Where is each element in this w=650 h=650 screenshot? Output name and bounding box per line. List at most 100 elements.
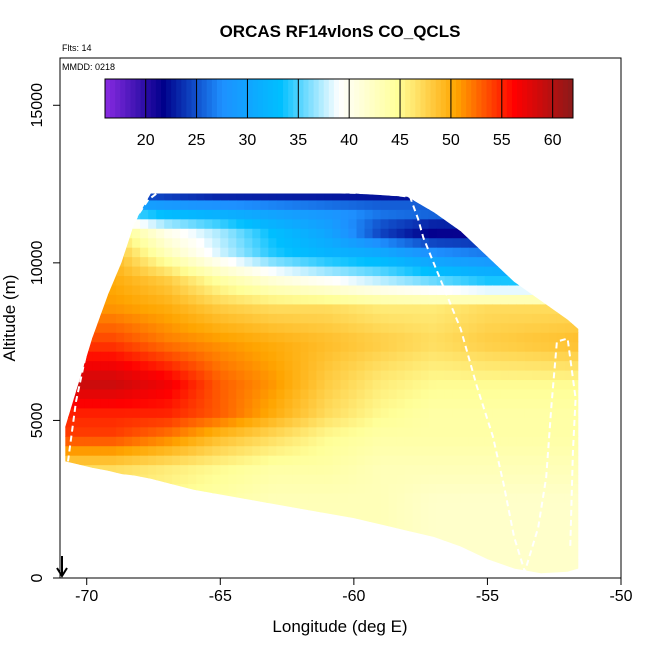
field-cell — [228, 209, 237, 220]
colorbar-swatch — [506, 79, 513, 118]
field-cell — [212, 521, 221, 532]
field-cell — [260, 228, 269, 239]
field-cell — [92, 341, 101, 352]
field-cell — [396, 521, 406, 532]
field-cell — [284, 540, 294, 551]
field-cell — [164, 284, 173, 295]
field-cell — [556, 360, 566, 371]
field-cell — [68, 193, 77, 201]
field-cell — [212, 237, 221, 248]
field-cell — [292, 370, 302, 381]
field-cell — [220, 370, 229, 381]
field-cell — [340, 483, 350, 494]
colorbar-tick-label: 60 — [544, 132, 562, 149]
field-cell — [140, 332, 149, 343]
field-cell — [413, 181, 422, 191]
field-cell — [476, 209, 486, 220]
field-cell — [204, 284, 213, 295]
field-cell — [324, 540, 334, 551]
field-cell — [196, 193, 205, 201]
field-cell — [292, 511, 302, 522]
field-cell — [100, 322, 109, 333]
field-cell — [140, 294, 149, 305]
field-cell — [260, 284, 269, 295]
field-cell — [397, 181, 406, 191]
field-cell — [188, 540, 197, 551]
field-cell — [572, 256, 579, 267]
down-arrow-icon — [56, 556, 68, 578]
field-cell — [164, 193, 173, 201]
field-cell — [252, 370, 261, 381]
field-cell — [316, 455, 326, 466]
field-cell — [428, 256, 438, 267]
field-cell — [372, 483, 382, 494]
field-cell — [460, 218, 470, 229]
field-cell — [332, 474, 342, 485]
field-cell — [324, 209, 334, 220]
field-cell — [164, 256, 173, 267]
field-cell — [364, 417, 374, 428]
field-cell — [76, 199, 85, 210]
field-cell — [212, 341, 221, 352]
field-cell — [220, 388, 229, 399]
field-cell — [244, 559, 253, 570]
field-cell — [396, 209, 406, 220]
field-cell — [332, 568, 342, 574]
field-cell — [516, 398, 526, 409]
field-cell — [420, 568, 430, 574]
colorbar-tick-label: 30 — [239, 132, 257, 149]
field-cell — [500, 193, 510, 201]
field-cell — [92, 568, 101, 574]
field-cell — [364, 341, 374, 352]
colorbar-swatch — [542, 79, 549, 118]
field-cell — [188, 341, 197, 352]
field-cell — [156, 417, 165, 428]
field-cell — [188, 483, 197, 494]
colorbar-swatch — [379, 79, 386, 118]
field-cell — [404, 455, 414, 466]
field-cell — [292, 228, 302, 239]
field-cell — [412, 313, 422, 324]
field-cell — [380, 322, 390, 333]
field-cell — [436, 332, 446, 343]
field-cell — [236, 426, 245, 437]
field-cell — [484, 540, 494, 551]
field-cell — [204, 388, 213, 399]
field-cell — [180, 417, 189, 428]
field-cell — [412, 266, 422, 277]
field-cell — [564, 218, 574, 229]
field-cell — [220, 218, 229, 229]
field-cell — [108, 445, 117, 456]
colorbar-tick-label: 25 — [188, 132, 206, 149]
field-cell — [180, 322, 189, 333]
field-cell — [156, 237, 165, 248]
field-cell — [156, 313, 165, 324]
field-cell — [292, 492, 302, 503]
field-cell — [516, 193, 526, 201]
field-cell — [396, 360, 406, 371]
field-cell — [380, 209, 390, 220]
field-cell — [316, 521, 326, 532]
field-cell — [180, 379, 189, 390]
field-cell — [460, 247, 470, 258]
field-cell — [308, 247, 318, 258]
field-cell — [332, 284, 342, 295]
field-cell — [188, 322, 197, 333]
field-cell — [68, 322, 77, 333]
colorbar-swatch — [186, 79, 192, 118]
field-cell — [404, 360, 414, 371]
colorbar-swatch — [369, 79, 376, 118]
field-cell — [348, 436, 358, 447]
field-cell — [76, 322, 85, 333]
field-cell — [524, 417, 534, 428]
field-cell — [188, 370, 197, 381]
field-cell — [196, 237, 205, 248]
field-cell — [444, 351, 454, 362]
field-cell — [324, 445, 334, 456]
field-cell — [524, 474, 534, 485]
colorbar-swatch — [364, 79, 371, 118]
field-cell — [116, 193, 125, 201]
field-cell — [92, 247, 101, 258]
field-cell — [180, 445, 189, 456]
field-cell — [556, 266, 566, 277]
